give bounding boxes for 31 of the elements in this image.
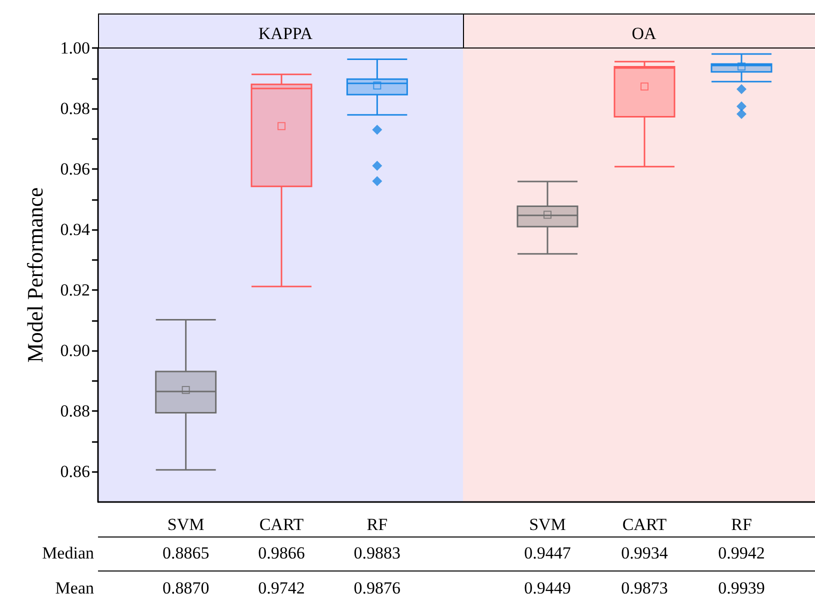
y-tick-label: 0.98 <box>60 99 90 118</box>
text: Median <box>42 544 94 562</box>
text: 0.9883 <box>354 544 401 562</box>
y-tick-label: 0.88 <box>60 402 90 421</box>
x-tick-label: RF <box>731 515 752 534</box>
y-tick-label: 0.86 <box>60 462 90 482</box>
text: 0.9873 <box>621 578 668 598</box>
y-tick-label: 0.96 <box>60 160 90 179</box>
x-tick-label: CART <box>622 515 668 534</box>
y-tick-label: 0.94 <box>60 220 90 240</box>
text: 0.9866 <box>258 544 305 562</box>
chart-title: KAPPA <box>258 24 314 43</box>
text: 0.9942 <box>718 544 765 562</box>
y-tick-label: 0.90 <box>60 341 90 360</box>
text: 0.9939 <box>718 578 765 598</box>
x-tick-label: RF <box>366 515 388 534</box>
y-tick-label: 0.92 <box>60 280 90 300</box>
text: 0.9449 <box>524 578 571 598</box>
y-axis-title: Model Performance <box>22 187 48 363</box>
text: 0.8870 <box>162 578 210 598</box>
text: 0.9876 <box>354 578 401 598</box>
x-tick-label: CART <box>259 515 304 534</box>
chart-title: OA <box>632 24 657 43</box>
text: 0.9447 <box>524 544 571 562</box>
text: 0.9934 <box>621 544 668 562</box>
y-tick-label: 1.00 <box>60 38 90 58</box>
text: 0.8865 <box>162 544 210 562</box>
x-tick-label: SVM <box>167 515 204 534</box>
text: 0.9742 <box>258 578 305 598</box>
x-tick-label: SVM <box>529 515 566 534</box>
text: Mean <box>55 578 94 598</box>
